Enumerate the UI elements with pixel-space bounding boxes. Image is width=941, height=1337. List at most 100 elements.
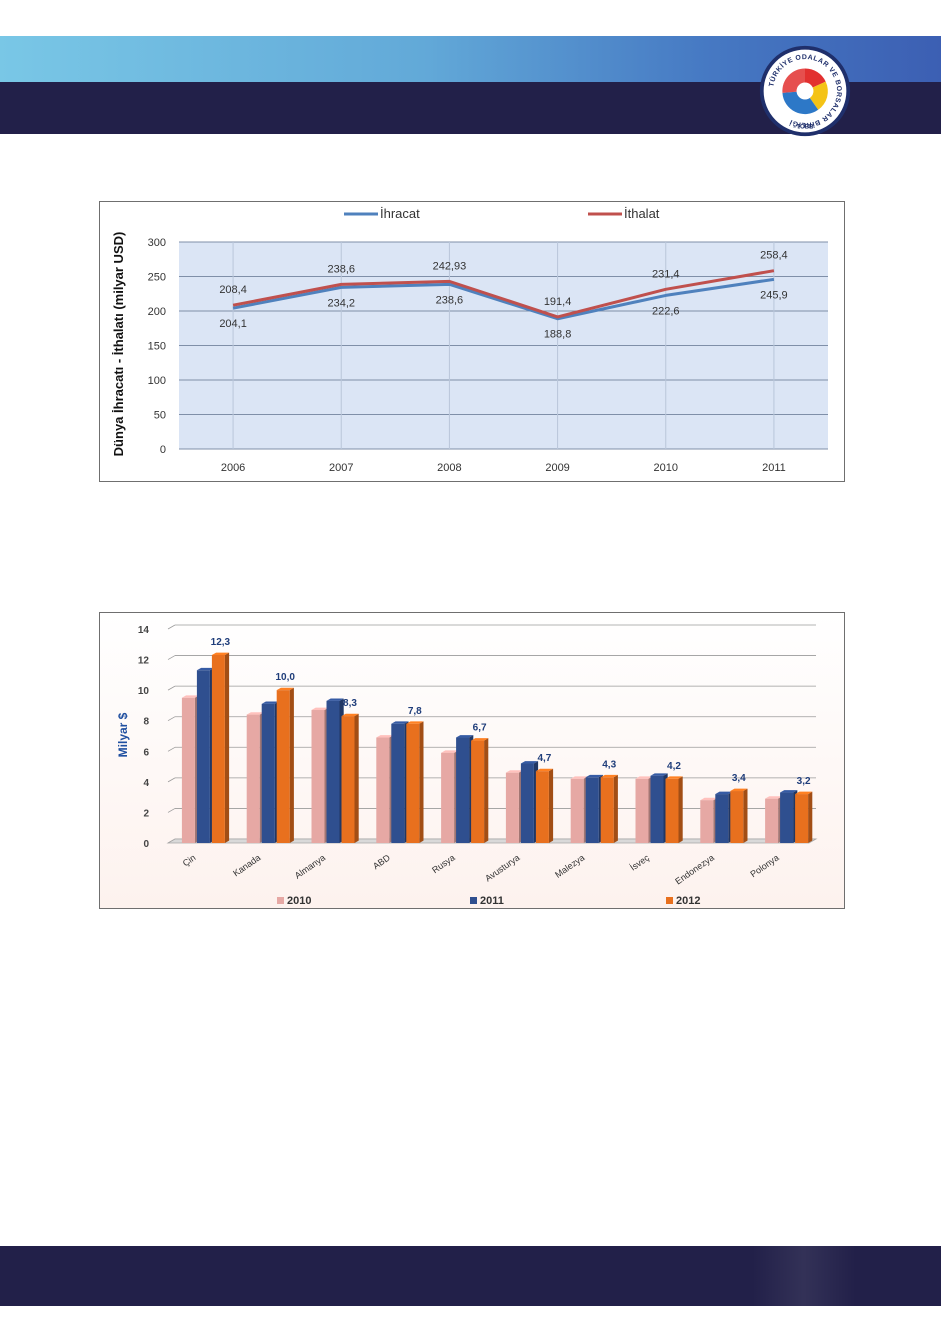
y-tick-label: 10: [138, 686, 150, 697]
y-tick-label: 0: [160, 444, 166, 456]
legend-swatch-2011: [470, 897, 477, 904]
gridlines: [179, 241, 828, 450]
logo-center: [796, 82, 814, 100]
footer-glow: [752, 1246, 856, 1306]
logo-blue-segment: [782, 91, 819, 115]
y-axis-label: Milyar $: [116, 712, 130, 757]
bar-2011-Endonezya: [715, 791, 733, 843]
legend: 2010 2011 2012: [277, 895, 700, 907]
line-chart-panel: 0 50 100 150 200 250 300 2006 2007 2008 2009 2010 2…: [99, 201, 845, 482]
category-label: Malezya: [553, 852, 586, 879]
category-label: Endonezya: [673, 852, 716, 886]
gridline-diag: [167, 685, 176, 691]
bar-2012-Kanada: [276, 687, 294, 843]
data-label: 204,1: [219, 318, 247, 330]
category-label: Rusya: [430, 852, 457, 875]
data-label: 238,6: [436, 294, 464, 306]
bar-2011-İsveç: [650, 773, 668, 843]
x-tick-label: 2008: [437, 462, 461, 474]
footer-band: [0, 1246, 941, 1306]
x-tick-label: 2009: [545, 462, 569, 474]
gridline-diag: [167, 808, 176, 813]
bar-2011-Çin: [196, 667, 215, 843]
data-label: 208,4: [219, 284, 247, 296]
bar-2011-Avusturya: [520, 761, 539, 843]
y-axis-ticks: 0 50 100 150 200 250 300: [148, 237, 166, 456]
y-tick-label: 8: [143, 717, 149, 728]
value-label: 8,3: [343, 698, 357, 709]
bar-2010-Çin: [181, 695, 200, 843]
x-tick-label: 2010: [654, 462, 678, 474]
value-label: 4,2: [667, 761, 681, 772]
bar-2011-Rusya: [456, 735, 474, 843]
legend: İhracat İthalat: [344, 206, 660, 221]
data-label: 242,93: [433, 260, 467, 272]
x-tick-label: 2011: [762, 462, 786, 474]
logo-acronym: TOBB: [796, 124, 814, 131]
gridline-diag: [167, 655, 176, 660]
bars: [181, 652, 813, 843]
category-label: Çin: [181, 852, 198, 868]
series-line-ihracat: [232, 277, 775, 321]
data-label: 231,4: [652, 268, 680, 280]
tobb-logo: TÜRKİYE ODALAR VE BORSALAR BİRLİĞİ TOBB: [759, 45, 851, 137]
bar-2010-Kanada: [246, 712, 264, 843]
y-tick-label: 150: [148, 341, 166, 353]
data-label: 222,6: [652, 305, 680, 317]
bar-2012-Malezya: [600, 774, 618, 843]
legend-label-ihracat: İhracat: [380, 206, 420, 221]
y-tick-label: 12: [138, 656, 150, 667]
bar-2010-Malezya: [570, 776, 588, 843]
legend-label-2011: 2011: [480, 895, 504, 907]
y-tick-label: 100: [148, 375, 166, 387]
category-label: Avusturya: [483, 852, 521, 883]
x-axis-ticks: 2006 2007 2008 2009 2010 2011: [221, 462, 786, 474]
data-label: 238,6: [327, 263, 355, 275]
value-label: 3,4: [732, 773, 746, 784]
legend-label-2010: 2010: [287, 895, 311, 907]
series-lines: [232, 269, 775, 321]
bar-chart: 0 2 4 6 8 10 12 14 12,3 10,0 8,3 7,8 6,7 4,7 4,3 4,2 3,…: [116, 624, 818, 907]
bar-2012-Rusya: [471, 738, 489, 843]
bar-2011-Malezya: [585, 774, 603, 843]
x-tick-label: 2006: [221, 462, 245, 474]
bar-2010-Polonya: [765, 796, 783, 843]
data-label: 245,9: [760, 289, 788, 301]
category-label: Almanya: [293, 852, 327, 880]
y-tick-label: 250: [148, 272, 166, 284]
legend-label-ithalat: İthalat: [624, 206, 660, 221]
bar-2010-Almanya: [311, 707, 329, 843]
bar-2012-Almanya: [341, 713, 359, 843]
bar-2010-ABD: [376, 735, 394, 843]
gridline-diag: [167, 777, 176, 783]
bar-2011-Polonya: [780, 790, 798, 843]
y-tick-label: 50: [154, 410, 166, 422]
legend-label-2012: 2012: [676, 895, 700, 907]
category-label: ABD: [371, 852, 392, 871]
y-tick-label: 0: [143, 839, 149, 850]
data-label: 234,2: [327, 297, 355, 309]
value-labels: 12,3 10,0 8,3 7,8 6,7 4,7 4,3 4,2 3,4 3,2: [211, 637, 811, 787]
legend-swatch-2012: [666, 897, 673, 904]
data-labels: 204,1 234,2 238,6 188,8 222,6 245,9 208,4 238,6…: [219, 250, 787, 341]
value-label: 6,7: [473, 723, 487, 734]
bar-2010-Endonezya: [700, 797, 718, 843]
value-label: 4,3: [602, 759, 616, 770]
bar-2010-Avusturya: [505, 770, 524, 843]
bar-2012-Avusturya: [535, 768, 554, 843]
category-label: Polonya: [748, 852, 780, 879]
y-tick-label: 300: [148, 237, 166, 249]
category-label: İsveç: [628, 852, 651, 873]
y-tick-label: 200: [148, 306, 166, 318]
category-label: Kanada: [231, 852, 262, 878]
value-label: 3,2: [797, 776, 811, 787]
value-label: 7,8: [408, 706, 422, 717]
gridline-diag: [167, 746, 176, 752]
y-axis-label: Dünya İhracatı - İthalatı (milyar USD): [111, 232, 126, 457]
series-line-ithalat: [232, 269, 775, 319]
gridline-diag: [167, 716, 176, 722]
data-label: 191,4: [544, 296, 572, 308]
y-tick-label: 6: [143, 747, 149, 758]
bar-2012-Endonezya: [730, 788, 748, 843]
